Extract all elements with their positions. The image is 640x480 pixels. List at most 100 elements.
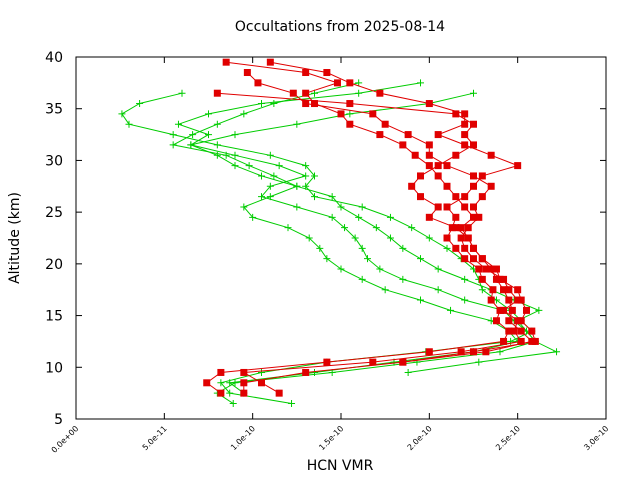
square-marker xyxy=(475,265,483,273)
square-marker xyxy=(411,151,419,159)
square-marker xyxy=(478,193,486,201)
plus-marker xyxy=(358,244,366,252)
square-marker xyxy=(311,100,318,108)
square-marker xyxy=(505,286,513,294)
plus-marker xyxy=(245,162,253,170)
square-marker xyxy=(425,151,433,159)
square-marker xyxy=(243,69,251,77)
plus-marker xyxy=(461,296,469,304)
square-marker xyxy=(448,224,456,232)
plus-marker xyxy=(358,275,366,283)
square-marker xyxy=(399,358,407,366)
square-marker xyxy=(457,234,465,242)
plus-marker xyxy=(249,213,257,221)
plus-marker xyxy=(417,255,424,263)
square-marker xyxy=(254,79,262,87)
plus-marker xyxy=(507,337,515,345)
square-marker xyxy=(464,224,472,232)
square-marker xyxy=(470,244,477,252)
x-tick-label: 0.0e+00 xyxy=(50,424,81,455)
plus-marker xyxy=(355,213,363,221)
square-marker xyxy=(470,182,477,190)
plus-marker xyxy=(475,358,483,366)
square-marker xyxy=(346,120,354,128)
square-marker xyxy=(417,172,424,180)
plus-marker xyxy=(266,193,274,201)
plus-marker xyxy=(174,120,182,128)
square-marker xyxy=(517,296,525,304)
square-marker xyxy=(461,203,469,211)
plus-marker xyxy=(293,120,301,128)
plus-marker xyxy=(355,79,363,87)
plus-marker xyxy=(213,120,221,128)
square-marker xyxy=(203,379,211,387)
plus-marker xyxy=(231,151,239,159)
square-marker xyxy=(240,379,248,387)
plus-marker xyxy=(341,224,349,232)
square-marker xyxy=(470,203,477,211)
square-marker xyxy=(470,255,477,263)
square-marker xyxy=(258,379,265,387)
square-marker xyxy=(302,89,310,97)
red-profile xyxy=(203,58,522,397)
plus-marker xyxy=(311,368,318,376)
plus-marker xyxy=(461,275,469,283)
plus-marker xyxy=(293,182,301,190)
square-marker xyxy=(404,131,412,139)
square-marker xyxy=(337,110,345,118)
plus-marker xyxy=(496,348,504,356)
x-tick-label: 2.5e-10 xyxy=(494,424,522,452)
square-marker xyxy=(289,89,297,97)
square-marker xyxy=(425,348,433,356)
profile-line xyxy=(189,92,559,373)
square-marker xyxy=(443,234,451,242)
square-marker xyxy=(470,213,477,221)
plus-marker xyxy=(381,286,389,294)
plus-marker xyxy=(425,234,433,242)
square-marker xyxy=(461,120,469,128)
square-marker xyxy=(492,317,500,325)
plus-marker xyxy=(270,172,278,180)
plus-marker xyxy=(240,203,248,211)
plus-marker xyxy=(386,234,394,242)
square-marker xyxy=(528,337,536,345)
plus-marker xyxy=(434,265,442,273)
plus-marker xyxy=(302,162,310,170)
square-marker xyxy=(461,193,469,201)
square-marker xyxy=(452,151,460,159)
plus-marker xyxy=(316,244,324,252)
plus-marker xyxy=(337,203,345,211)
square-marker xyxy=(369,358,377,366)
plus-marker xyxy=(358,203,366,211)
square-marker xyxy=(346,100,354,108)
square-marker xyxy=(346,79,354,87)
plus-marker xyxy=(229,399,237,407)
plus-marker xyxy=(231,162,239,170)
plus-marker xyxy=(376,265,384,273)
y-axis: 5 10 15 20 25 30 35 40 xyxy=(45,50,606,428)
plus-marker xyxy=(258,100,265,108)
square-marker xyxy=(517,327,525,335)
y-tick-label: 30 xyxy=(45,153,63,169)
square-marker xyxy=(457,348,465,356)
square-marker xyxy=(461,141,469,149)
plus-marker xyxy=(364,255,371,263)
plus-marker xyxy=(535,306,543,314)
plus-marker xyxy=(470,89,477,97)
plus-marker xyxy=(178,89,186,97)
square-marker xyxy=(302,368,310,376)
square-marker xyxy=(434,172,442,180)
plus-marker xyxy=(258,193,265,201)
y-tick-label: 5 xyxy=(54,412,63,428)
chart-title: Occultations from 2025-08-14 xyxy=(235,19,445,35)
square-marker xyxy=(213,89,221,97)
plus-marker xyxy=(417,296,424,304)
red-profile xyxy=(213,89,539,366)
plus-marker xyxy=(288,399,296,407)
square-marker xyxy=(408,182,416,190)
square-marker xyxy=(323,69,331,77)
square-marker xyxy=(514,296,522,304)
square-marker xyxy=(443,182,451,190)
y-tick-label: 25 xyxy=(45,205,63,221)
